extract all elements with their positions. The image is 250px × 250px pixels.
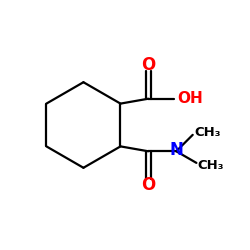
Text: N: N	[169, 141, 183, 159]
Text: CH₃: CH₃	[194, 126, 220, 139]
Text: CH₃: CH₃	[198, 159, 224, 172]
Text: O: O	[141, 176, 155, 194]
Text: OH: OH	[177, 91, 203, 106]
Text: O: O	[141, 56, 155, 74]
